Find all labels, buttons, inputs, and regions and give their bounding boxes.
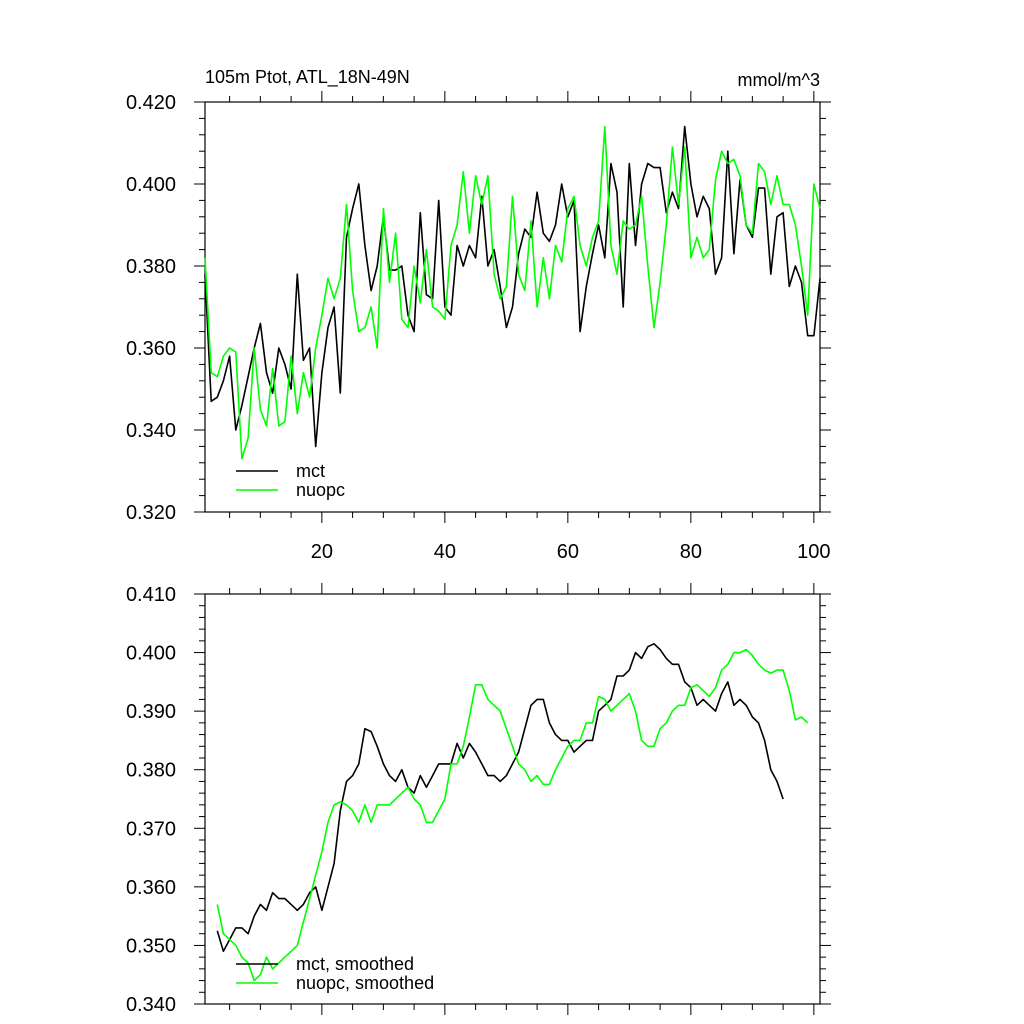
legend-label-nuopc: nuopc [296,480,345,500]
series-line-nuopc-smoothed [216,648,809,982]
series-line-mct [204,125,821,448]
chart-title: 105m Ptot, ATL_18N-49N [205,67,410,88]
x-tick-label: 60 [557,541,579,563]
y-tick-label: 0.370 [126,818,176,840]
legend-label-nuopc-smoothed: nuopc, smoothed [296,973,434,993]
axis-ticks: 20 40 60 80 100 0.320 0.340 0.360 0.380 0.400 0.42… [126,91,831,563]
y-tick-label: 0.340 [126,994,176,1016]
y-tick-label: 0.410 [126,584,176,606]
legend-label-mct: mct [296,461,325,481]
x-tick-label: 80 [680,541,702,563]
series-lines [204,125,821,460]
legend: mct nuopc [236,461,345,500]
bottom-chart: 0.340 0.350 0.360 0.370 0.380 0.390 0.400 0.410… [126,583,831,1016]
legend-label-mct-smoothed: mct, smoothed [296,954,414,974]
y-tick-label: 0.320 [126,502,176,524]
plot-frame [204,101,821,513]
x-tick-label: 20 [311,541,333,563]
x-tick-label: 40 [434,541,456,563]
x-tick-label: 100 [797,541,830,563]
axis-ticks: 0.340 0.350 0.360 0.370 0.380 0.390 0.400 0.410 [126,583,831,1016]
y-tick-label: 0.380 [126,760,176,782]
y-tick-label: 0.400 [126,174,176,196]
y-tick-label: 0.360 [126,877,176,899]
y-tick-label: 0.420 [126,92,176,114]
y-tick-label: 0.340 [126,420,176,442]
y-tick-label: 0.380 [126,256,176,278]
y-tick-label: 0.390 [126,701,176,723]
y-tick-label: 0.350 [126,935,176,957]
y-tick-label: 0.400 [126,643,176,665]
series-line-mct-smoothed [216,642,784,953]
top-chart: 105m Ptot, ATL_18N-49N mmol/m^3 20 40 60 80… [126,67,831,563]
series-line-nuopc [204,125,821,460]
plot-frame [204,593,821,1005]
legend: mct, smoothed nuopc, smoothed [236,954,434,993]
units-label: mmol/m^3 [738,70,820,90]
y-tick-label: 0.360 [126,338,176,360]
series-lines [216,642,809,982]
